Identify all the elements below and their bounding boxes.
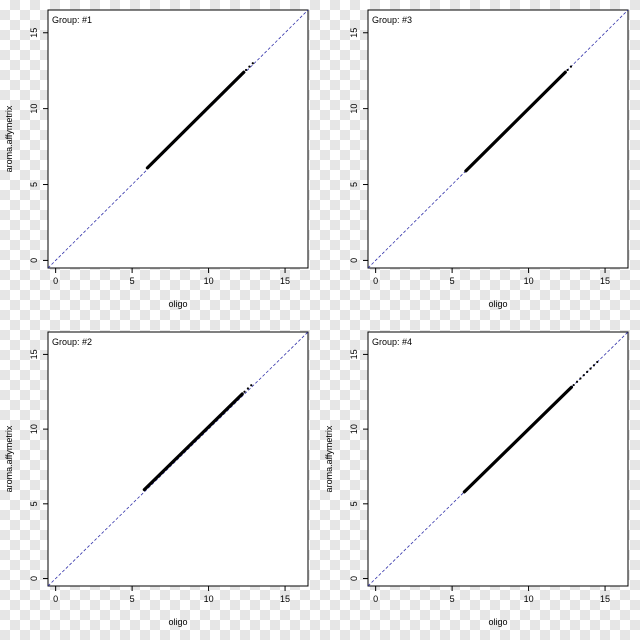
y-tick-label: 5: [349, 501, 359, 506]
y-tick-label: 15: [349, 349, 359, 359]
data-points-dense: [464, 70, 567, 173]
data-point: [246, 387, 249, 390]
y-tick-label: 0: [29, 576, 39, 581]
y-axis-label: aroma.affymetrix: [4, 105, 14, 172]
chart-panel-1: 0 5 10 15 0 5 10 15 Group: #1 oligo aroma.affymetr…: [4, 9, 309, 309]
x-tick-label: 5: [450, 594, 455, 604]
reference-line: [47, 331, 309, 587]
x-axis-label: oligo: [488, 617, 507, 627]
chart-panel-2: 0 5 10 15 0 5 10 15 Group: #3 oligo: [349, 9, 629, 309]
data-point: [250, 384, 253, 387]
panel-title: Group: #3: [372, 15, 412, 25]
y-axis-label: aroma.affymetrix: [4, 425, 14, 492]
y-tick-label: 0: [29, 258, 39, 263]
data-point: [586, 370, 589, 373]
x-tick-label: 0: [373, 276, 378, 286]
data-points-dense: [145, 70, 246, 170]
chart-panel-3: 0 5 10 15 0 5 10 15 Group: #2 oligo aroma.affymetr…: [4, 331, 309, 627]
data-points-dense: [142, 392, 244, 492]
x-tick-label: 15: [280, 594, 290, 604]
data-point: [596, 360, 599, 364]
y-tick-label: 5: [349, 182, 359, 187]
x-tick-label: 10: [204, 276, 214, 286]
y-axis-label: aroma.affymetrix: [324, 425, 334, 492]
panel-title: Group: #2: [52, 337, 92, 347]
x-tick-label: 5: [130, 594, 135, 604]
x-tick-label: 10: [524, 276, 534, 286]
panel-title: Group: #4: [372, 337, 412, 347]
data-point: [589, 367, 592, 370]
y-tick-label: 15: [29, 349, 39, 359]
x-tick-label: 15: [280, 276, 290, 286]
x-tick-label: 15: [600, 276, 610, 286]
x-tick-label: 5: [450, 276, 455, 286]
y-tick-label: 0: [349, 258, 359, 263]
data-point: [569, 65, 573, 68]
data-point: [248, 65, 251, 68]
y-tick-label: 15: [349, 28, 359, 38]
data-point: [575, 380, 579, 383]
y-tick-label: 15: [29, 28, 39, 38]
x-tick-label: 0: [53, 594, 58, 604]
x-tick-label: 10: [204, 594, 214, 604]
x-tick-label: 0: [53, 276, 58, 286]
x-tick-label: 10: [524, 594, 534, 604]
y-tick-label: 10: [29, 424, 39, 434]
y-tick-label: 5: [29, 501, 39, 506]
panel-title: Group: #1: [52, 15, 92, 25]
data-point: [566, 68, 569, 72]
x-tick-label: 0: [373, 594, 378, 604]
data-point: [572, 383, 575, 387]
x-axis-label: oligo: [168, 617, 187, 627]
reference-line: [367, 9, 629, 269]
y-tick-label: 5: [29, 182, 39, 187]
reference-line: [47, 9, 309, 269]
data-points-dense: [462, 385, 574, 494]
data-point: [582, 374, 585, 377]
chart-panel-4: 0 5 10 15 0 5 10 15 Group: #4 oligo aroma.affymetr…: [324, 331, 629, 627]
data-point: [579, 377, 582, 380]
y-tick-label: 10: [349, 424, 359, 434]
x-axis-label: oligo: [168, 299, 187, 309]
x-axis-label: oligo: [488, 299, 507, 309]
y-tick-label: 10: [29, 104, 39, 114]
data-point: [243, 390, 246, 393]
y-tick-label: 10: [349, 104, 359, 114]
x-tick-label: 5: [130, 276, 135, 286]
data-point: [244, 68, 248, 72]
data-point: [592, 364, 595, 367]
x-tick-label: 15: [600, 594, 610, 604]
data-point: [251, 62, 254, 65]
y-tick-label: 0: [349, 576, 359, 581]
